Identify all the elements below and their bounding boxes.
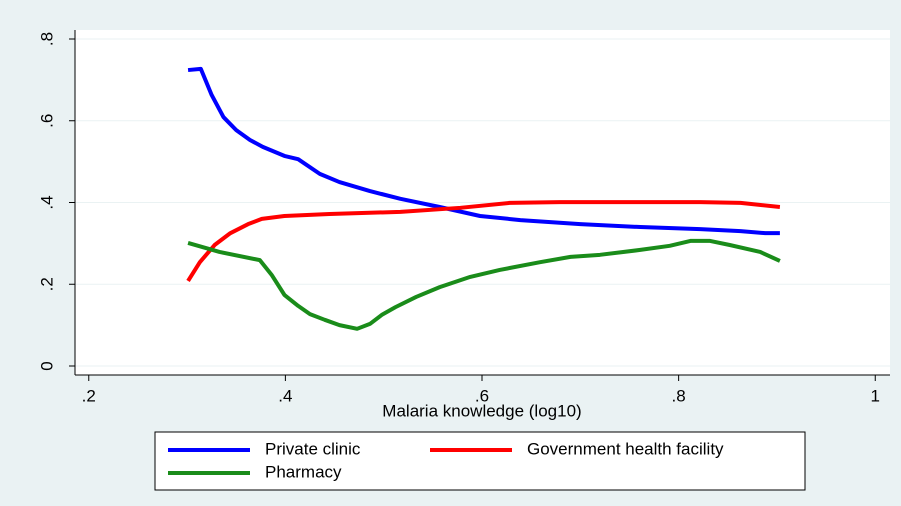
y-tick-label: 0 (37, 361, 56, 370)
legend (154, 431, 806, 491)
y-tick-label: .6 (37, 114, 56, 128)
y-tick-label: .4 (37, 195, 56, 209)
x-tick-label: .6 (475, 386, 489, 405)
legend-label: Pharmacy (265, 462, 342, 481)
x-tick-label: .2 (82, 386, 96, 405)
series-line (187, 238, 781, 331)
series-line (187, 66, 780, 236)
y-tick-label: .8 (37, 32, 56, 46)
legend-label: Private clinic (265, 439, 361, 458)
x-axis-label: Malaria knowledge (log10) (382, 401, 581, 420)
y-tick-label: .2 (37, 277, 56, 291)
x-tick-label: .8 (672, 386, 686, 405)
x-tick-label: .4 (278, 386, 292, 405)
series-line (186, 200, 781, 283)
x-tick-label: 1 (871, 386, 880, 405)
legend-label: Government health facility (527, 439, 724, 458)
